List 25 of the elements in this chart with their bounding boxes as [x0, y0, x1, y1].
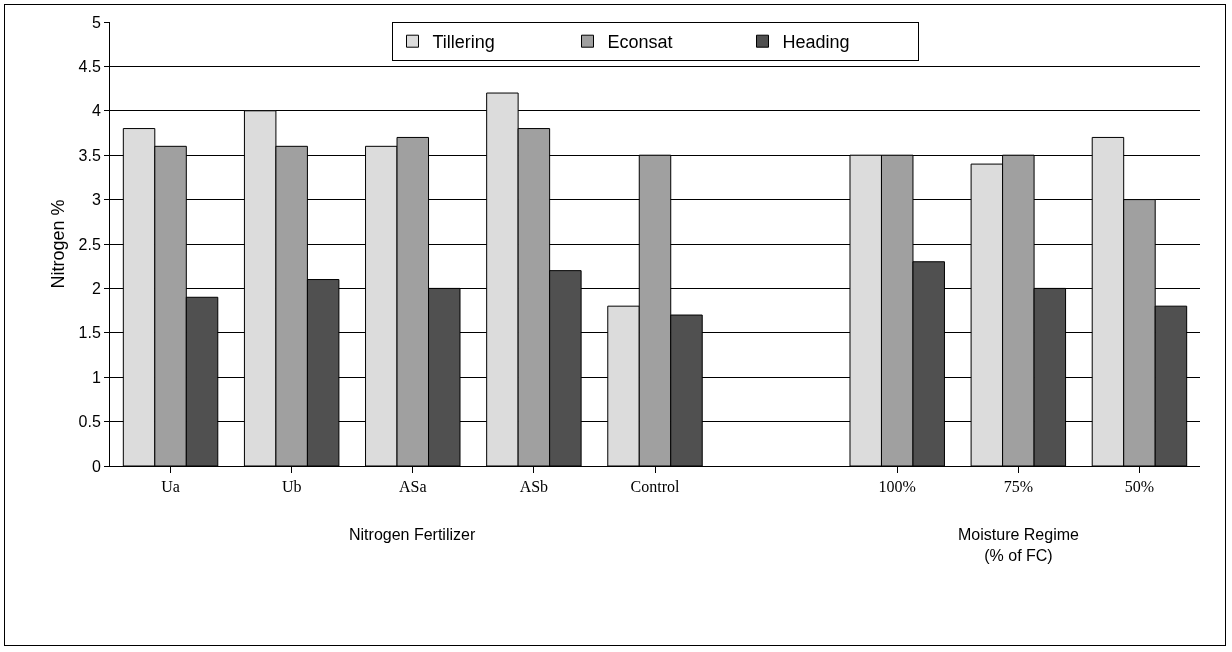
y-tick-label: 1.5	[78, 324, 101, 342]
text: Moisture Regime (% of FC)	[958, 526, 1080, 564]
x-tick-label: ASa	[399, 478, 427, 496]
y-tick-label: 1	[91, 368, 101, 386]
y-axis-title: Nitrogen %	[48, 199, 68, 289]
x-tick-label: Ub	[281, 478, 302, 496]
x-tick-label: 50%	[1124, 478, 1155, 496]
y-tick-label: 0.5	[78, 413, 101, 431]
x-tick-label: 100%	[878, 478, 916, 496]
legend-label: Tillering	[432, 32, 495, 53]
y-tick-label: 2.5	[78, 235, 101, 253]
legend-label: Econsat	[607, 32, 673, 53]
x-tick-label: ASb	[519, 478, 549, 496]
y-tick-label: 5	[91, 13, 101, 31]
legend-label: Heading	[782, 32, 850, 53]
y-tick-label: 4.5	[78, 58, 101, 75]
x-tick-label: Ua	[161, 478, 180, 496]
y-tick-label: 0	[91, 457, 101, 475]
y-tick-label: 4	[91, 102, 101, 120]
y-tick-label: 3	[91, 191, 101, 209]
text: Nitrogen Fertilizer	[349, 526, 476, 543]
y-tick-label: 3.5	[78, 146, 101, 164]
x-tick-label: Control	[630, 478, 680, 496]
x-tick-label: 75%	[1003, 478, 1033, 496]
y-tick-label: 2	[91, 280, 101, 297]
